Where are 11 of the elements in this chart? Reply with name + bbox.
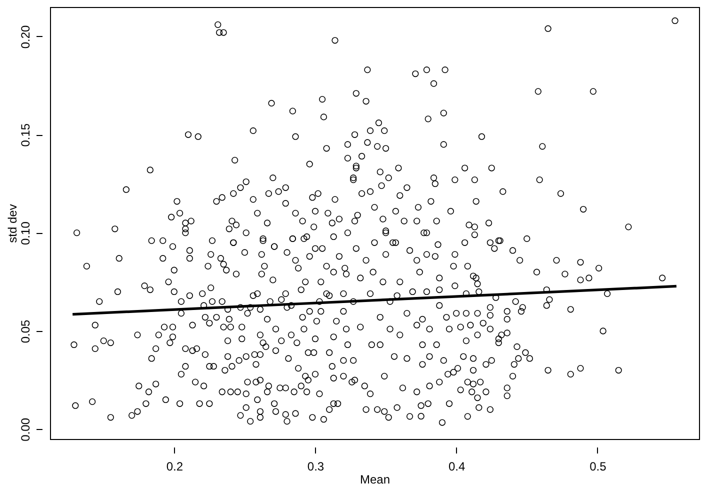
- x-tick-label: 0.5: [590, 460, 607, 474]
- x-tick-label: 0.3: [307, 460, 324, 474]
- y-tick-label: 0.10: [18, 221, 32, 245]
- x-tick-label: 0.2: [166, 460, 184, 474]
- y-tick-label: 0.20: [18, 24, 32, 49]
- y-axis-title: std dev: [6, 204, 20, 243]
- y-tick-label: 0.00: [18, 418, 32, 442]
- y-tick-label: 0.05: [18, 320, 32, 344]
- x-tick-label: 0.4: [448, 460, 466, 474]
- y-tick-label: 0.15: [18, 123, 32, 147]
- x-axis-title: Mean: [360, 472, 390, 486]
